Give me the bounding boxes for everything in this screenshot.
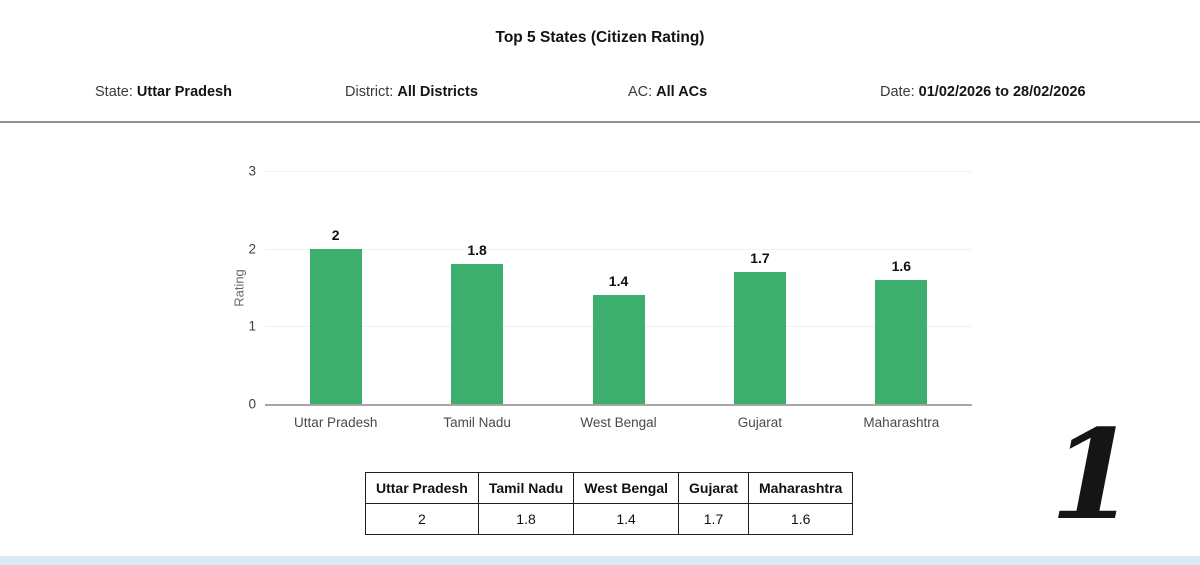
- bottom-scroll-strip: [0, 556, 1200, 565]
- x-axis-category-label: Gujarat: [737, 415, 783, 430]
- table-header-cell: West Bengal: [573, 472, 679, 504]
- bar-value-label: 2: [331, 226, 340, 243]
- bar: [875, 279, 928, 404]
- bar-slot: 1.6 Maharashtra: [831, 171, 972, 430]
- x-axis-category-label: Tamil Nadu: [443, 415, 511, 430]
- table-header-cell: Tamil Nadu: [477, 472, 575, 504]
- filter-state-label: State:: [95, 84, 133, 100]
- filter-ac-label: AC:: [628, 84, 653, 100]
- bar-slot: 1.7 Gujarat: [689, 171, 830, 430]
- filter-district-label: District:: [345, 84, 394, 100]
- y-axis-tick-label: 1: [248, 318, 256, 334]
- filter-date: Date: 01/02/2026 to 28/02/2026: [880, 84, 1086, 100]
- filter-ac-value: All ACs: [656, 84, 708, 100]
- table-value-cell: 1.4: [573, 503, 679, 535]
- y-axis-ticks: 0 1 2 3: [214, 164, 256, 412]
- x-axis-category-label: West Bengal: [580, 415, 657, 430]
- table-header-cell: Uttar Pradesh: [365, 472, 479, 504]
- bar-value-label: 1.8: [467, 242, 487, 259]
- bar-value-label: 1.4: [608, 273, 629, 290]
- header-divider: [0, 121, 1200, 123]
- filter-state: State: Uttar Pradesh: [95, 84, 232, 100]
- bar-slot: 1.4 West Bengal: [548, 171, 689, 430]
- filter-ac: AC: All ACs: [628, 84, 707, 100]
- table-header-cell: Gujarat: [677, 472, 750, 504]
- bar-slot: 2 Uttar Pradesh: [265, 171, 406, 430]
- bar-value-label: 1.7: [750, 249, 770, 266]
- chart-title: Top 5 States (Citizen Rating): [495, 29, 705, 46]
- bar-value-label: 1.6: [891, 257, 912, 274]
- table-header-cell: Maharashtra: [748, 472, 854, 504]
- table-value-cell: 1.8: [477, 503, 575, 535]
- bar: [451, 264, 504, 404]
- y-axis-tick-label: 3: [248, 163, 256, 179]
- bar: [592, 295, 645, 404]
- filter-date-label: Date:: [880, 84, 915, 100]
- filter-district-value: All Districts: [397, 84, 478, 100]
- x-axis-category-label: Maharashtra: [863, 415, 940, 430]
- filter-state-value: Uttar Pradesh: [136, 84, 232, 100]
- gridline: [265, 248, 972, 250]
- page-number-annotation: 1: [1050, 403, 1137, 548]
- gridline: [265, 171, 972, 172]
- filter-district: District: All Districts: [345, 84, 478, 100]
- table-value-cell: 1.6: [748, 503, 854, 535]
- bars-container: 2 Uttar Pradesh 1.8 Tamil Nadu 1.4 West Benga…: [265, 171, 972, 430]
- y-axis-tick-label: 0: [248, 396, 256, 412]
- filter-date-value: 01/02/2026 to 28/02/2026: [918, 84, 1086, 100]
- plot-area: 2 Uttar Pradesh 1.8 Tamil Nadu 1.4 West Benga…: [265, 171, 972, 430]
- y-axis-tick-label: 2: [248, 241, 256, 257]
- table-value-cell: 1.7: [677, 503, 750, 535]
- table-value-cell: 2: [365, 503, 479, 535]
- x-axis-category-label: Uttar Pradesh: [294, 415, 378, 430]
- summary-table: Uttar Pradesh Tamil Nadu West Bengal Gujara…: [365, 472, 854, 535]
- bar: [309, 248, 362, 404]
- bar-slot: 1.8 Tamil Nadu: [406, 171, 547, 430]
- bar: [733, 271, 786, 404]
